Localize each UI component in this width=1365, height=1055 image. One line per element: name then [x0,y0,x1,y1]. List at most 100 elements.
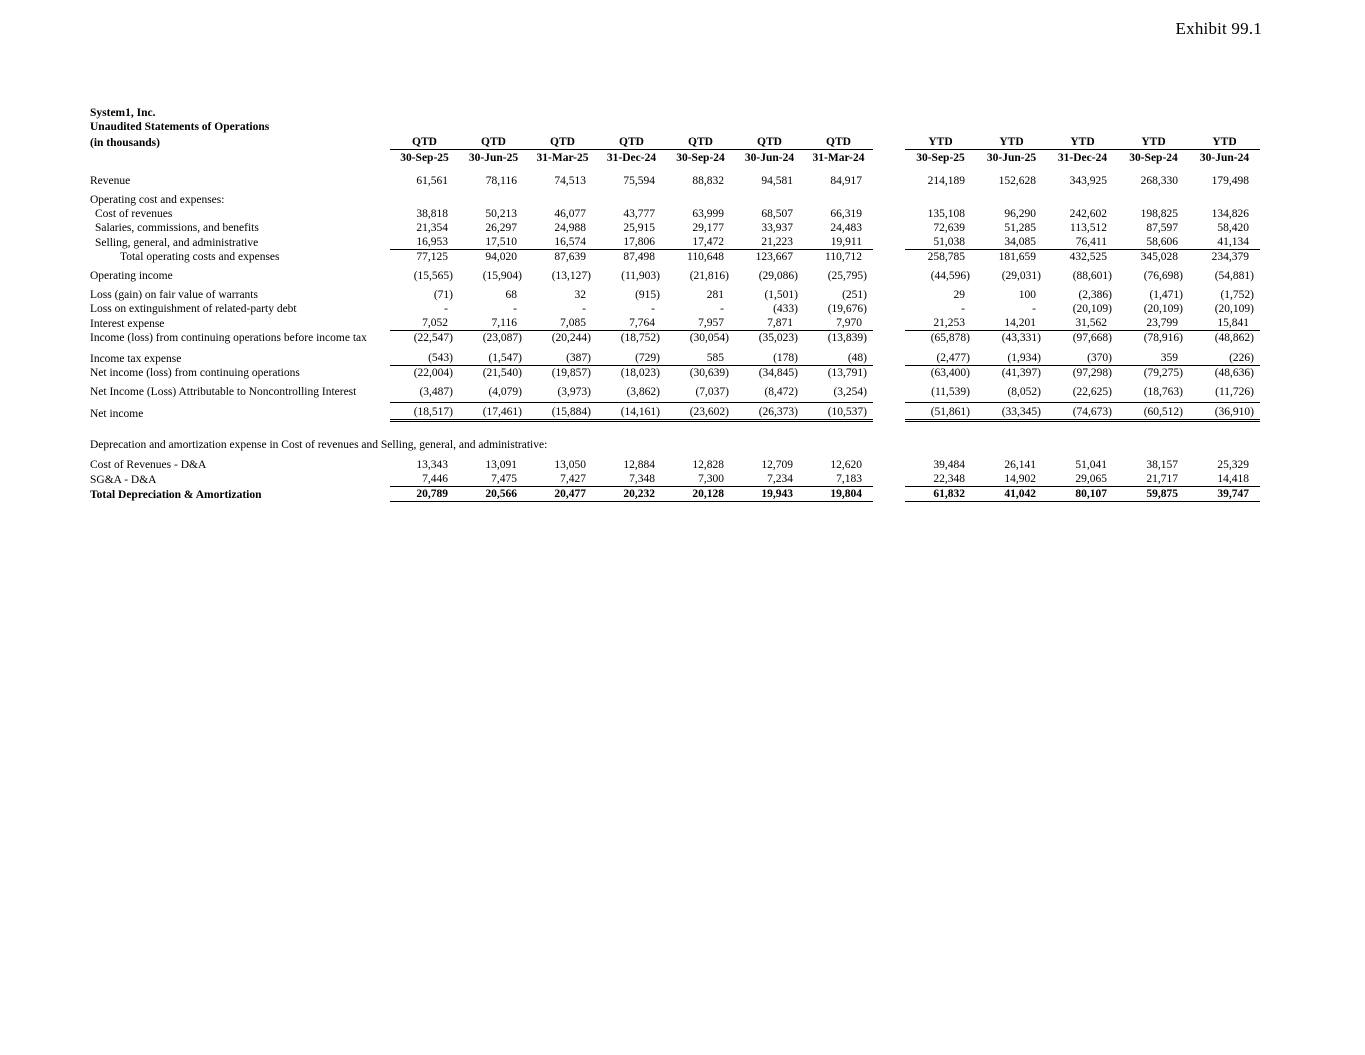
qtd-value: 87,639 [554,251,586,263]
ytd-value: 14,201 [976,316,1047,331]
ytd-value: (63,400) [905,366,976,381]
col-header-qtd-date: 30-Jun-24 [744,152,795,164]
qtd-value: (30,639) [666,366,735,381]
ytd-value: 29 [953,289,966,301]
table-row: Cost of revenues 38,818 50,213 46,077 43,777… [90,207,1260,221]
column-group-gap [873,221,905,235]
qtd-value: 24,483 [830,222,862,234]
qtd-value: 123,667 [755,251,793,263]
qtd-value-text: (14,161) [620,406,660,418]
qtd-value: (18,752) [597,331,666,346]
ytd-value: 59,875 [1118,486,1189,502]
qtd-value-text: (387) [566,352,591,364]
qtd-value: (3,254) [804,385,873,399]
exhibit-label: Exhibit 99.1 [1175,19,1262,38]
qtd-value: - [651,303,655,315]
qtd-value-text: (23,087) [482,332,522,344]
qtd-value: (15,904) [459,269,528,283]
ytd-value-text: (8,052) [1007,386,1041,398]
ytd-value: (29,031) [976,269,1047,283]
col-header-qtd-date: 31-Mar-24 [812,152,865,164]
qtd-value: - [513,303,517,315]
ytd-value: - [961,303,965,315]
qtd-value: 7,234 [735,472,804,487]
qtd-value: 7,446 [390,472,459,487]
ytd-value: 31,562 [1047,316,1118,331]
ytd-value: (60,512) [1118,402,1189,422]
qtd-value-text: (1,501) [764,289,798,301]
col-header-ytd-date: 30-Sep-24 [1129,152,1178,164]
ytd-value: (78,916) [1118,331,1189,346]
ytd-value-text: (18,763) [1143,386,1183,398]
ytd-value: 39,747 [1189,486,1260,502]
ytd-value-text: (2,386) [1078,289,1112,301]
ytd-value: 25,329 [1217,459,1249,471]
qtd-value-text: (8,472) [764,386,798,398]
qtd-value: (178) [735,351,804,366]
qtd-value: 94,020 [485,251,517,263]
qtd-value-text: (4,079) [488,386,522,398]
qtd-value: 7,300 [666,472,735,487]
qtd-value: (13,127) [528,269,597,283]
qtd-value-text: (7,037) [695,386,729,398]
section-label-row: Deprecation and amortization expense in … [90,438,1260,452]
section-label: Deprecation and amortization expense in … [90,439,548,451]
qtd-value: (15,884) [528,402,597,422]
qtd-value-text: (30,054) [689,332,729,344]
table-row: Cost of Revenues - D&A 13,343 13,091 13,050… [90,458,1260,472]
title-row: Unaudited Statements of Operations [90,120,1260,134]
row-label: Income (loss) from continuing operations… [90,332,367,344]
ytd-value: (48,862) [1189,331,1260,346]
ytd-value: (18,763) [1118,385,1189,399]
ytd-value: - [1032,303,1036,315]
ytd-value-text: (97,298) [1072,367,1112,379]
units-label: (in thousands) [90,136,160,149]
ytd-value-text: (20,109) [1143,303,1183,315]
qtd-value: (22,004) [390,366,459,381]
ytd-value-text: (33,345) [1001,406,1041,418]
qtd-value-text: (13,791) [827,367,867,379]
ytd-value: (88,601) [1047,269,1118,283]
ytd-value: (2,477) [905,351,976,366]
qtd-value: 32 [574,289,587,301]
ytd-value: 29,065 [1047,472,1118,487]
ytd-value: 34,085 [976,235,1047,250]
ytd-value: (20,109) [1189,302,1260,316]
ytd-value-text: (44,596) [930,270,970,282]
column-group-gap [873,385,905,399]
ytd-value: 113,512 [1070,222,1107,234]
table-row: Total Depreciation & Amortization 20,789 2… [90,486,1260,502]
spacer-cell [90,421,1260,439]
qtd-value: (21,816) [666,269,735,283]
ytd-value: (48,636) [1189,366,1260,381]
qtd-value-text: (29,086) [758,270,798,282]
blank-cell [90,150,390,166]
qtd-value: 33,937 [761,222,793,234]
section-label: Operating cost and expenses: [90,194,225,206]
qtd-value: 68 [505,289,518,301]
ytd-value: (1,752) [1189,288,1260,302]
qtd-value: 20,128 [666,486,735,502]
qtd-value: 7,764 [597,316,666,331]
column-group-gap [873,150,905,166]
qtd-value: 13,343 [416,459,448,471]
period-date-header-row: 30-Sep-25 30-Jun-25 31-Mar-25 31-Dec-24 30-S… [90,150,1260,166]
qtd-value: 19,804 [804,486,873,502]
ytd-value-text: (78,916) [1143,332,1183,344]
spacer-cell [90,165,1260,174]
column-group-gap [873,316,905,331]
qtd-value: (543) [390,351,459,366]
table-row: Net income (loss) from continuing operat… [90,366,1260,381]
qtd-value: 26,297 [485,222,517,234]
ytd-value: 76,411 [1047,235,1118,250]
qtd-value-text: (23,602) [689,406,729,418]
ytd-value-text: (60,512) [1143,406,1183,418]
row-label: Total operating costs and expenses [120,251,280,263]
row-label: Net Income (Loss) Attributable to Noncon… [90,386,357,398]
ytd-value-text: (43,331) [1001,332,1041,344]
ytd-value: (41,397) [976,366,1047,381]
row-label: Selling, general, and administrative [95,236,259,249]
table-row: SG&A - D&A 7,446 7,475 7,427 7,348 7,300 7,234… [90,472,1260,487]
column-group-gap [873,250,905,265]
table-row: Net Income (Loss) Attributable to Noncon… [90,385,1260,399]
